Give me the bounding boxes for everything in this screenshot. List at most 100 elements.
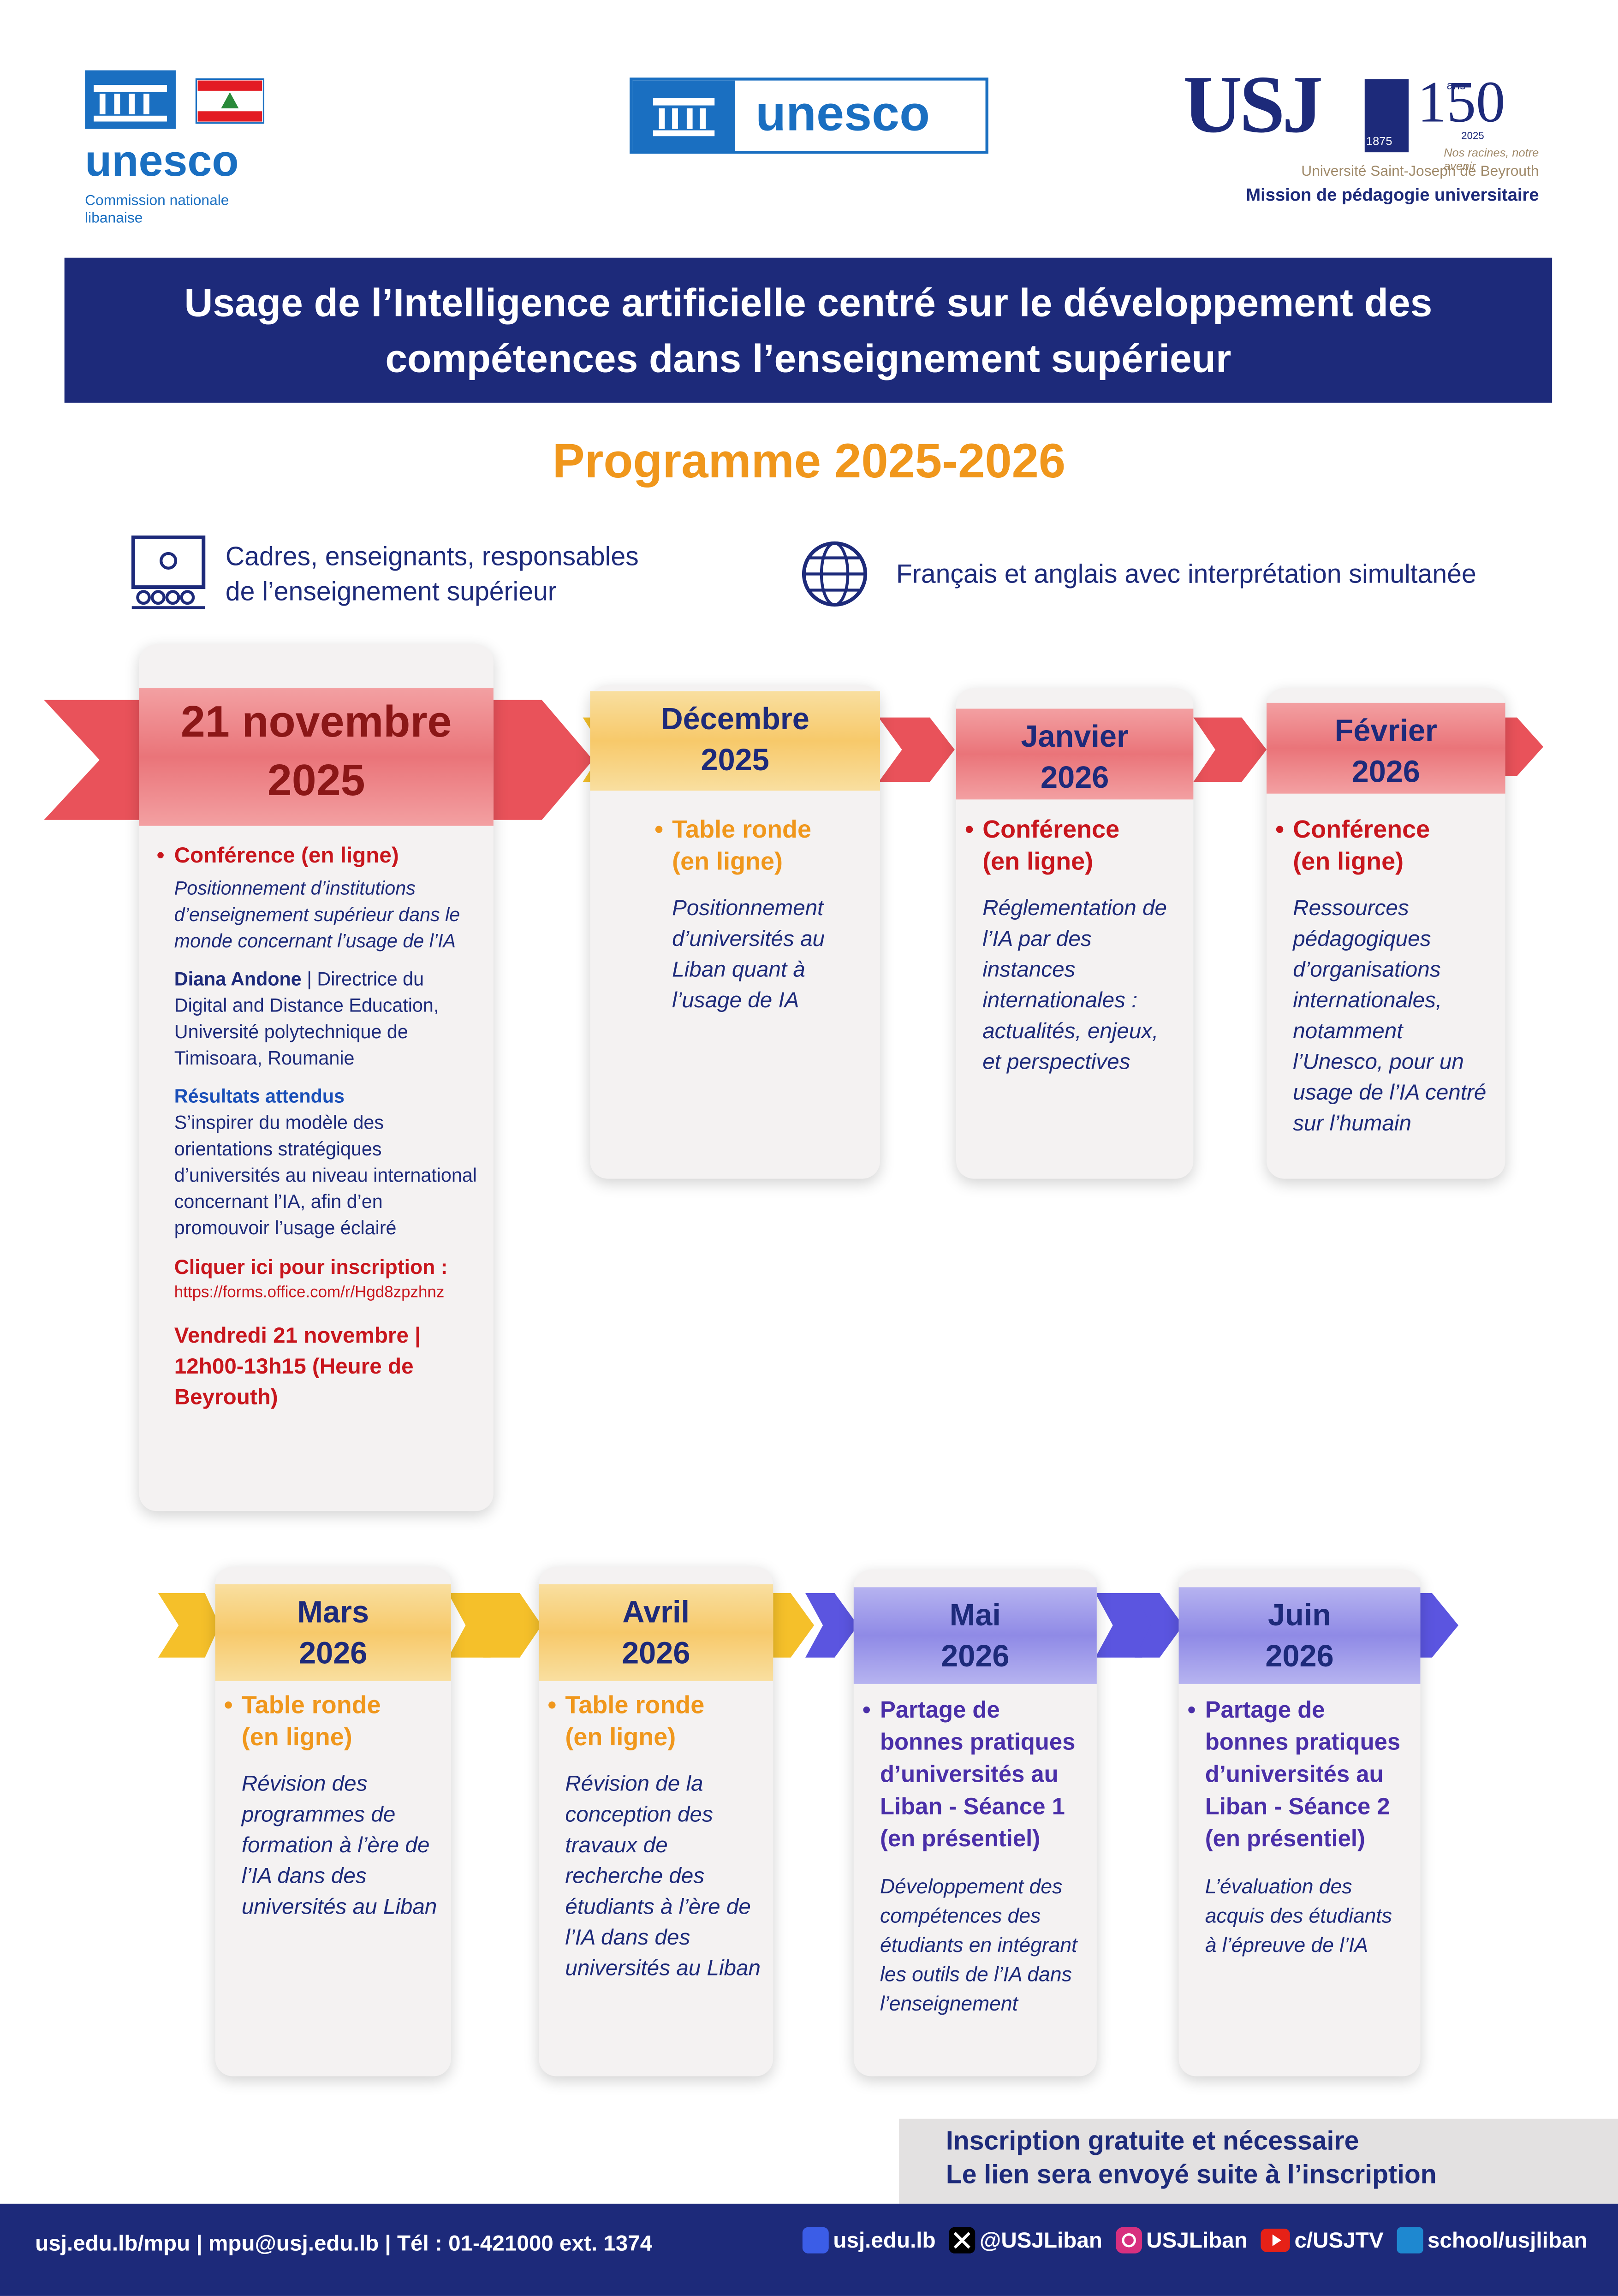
arrow: [1417, 1593, 1458, 1658]
note-line: Inscription gratuite et nécessaire: [946, 2126, 1359, 2156]
format: (en présentiel): [1205, 1827, 1365, 1852]
social[interactable]: c/USJTV: [1261, 2228, 1384, 2253]
social-handle: school/usjliban: [1427, 2228, 1588, 2253]
event-year: 2025: [701, 744, 769, 778]
event-year: 2026: [1265, 1640, 1334, 1674]
social[interactable]: @USJLiban: [949, 2227, 1102, 2254]
unesco-logo: unesco: [630, 77, 988, 154]
registration-label: Cliquer ici pour inscription :: [174, 1255, 448, 1279]
event-date: Décembre 2025: [590, 691, 880, 791]
event-kind: Table ronde (en ligne): [547, 1690, 761, 1755]
social[interactable]: usj.edu.lb: [802, 2227, 936, 2254]
event-kind: Partage de bonnes pratiques d’université…: [863, 1695, 1085, 1856]
format: (en ligne): [301, 843, 399, 868]
socials: usj.edu.lb @USJLiban USJLiban c/USJTV sc…: [802, 2227, 1588, 2254]
event-year: 2026: [299, 1637, 368, 1671]
event-kind: Partage de bonnes pratiques d’université…: [1188, 1695, 1409, 1856]
usj-founded: 1875: [1366, 135, 1392, 148]
event-topic: Ressources pédagogiques d’organisations …: [1293, 896, 1487, 1136]
kind: Partage de bonnes pratiques d’université…: [880, 1698, 1076, 1820]
logo-text: unesco: [755, 86, 930, 142]
arrow: [1502, 717, 1544, 776]
event-topic: Révision des programmes de formation à l…: [241, 1772, 437, 1920]
anniversary: 150: [1417, 69, 1505, 135]
social[interactable]: USJLiban: [1115, 2227, 1248, 2254]
event-year: 2026: [1041, 761, 1109, 795]
speaker-role: Directrice du Digital and Distance Educa…: [174, 968, 439, 1069]
results-heading: Résultats attendus: [174, 1085, 345, 1107]
event-month: 21 novembre: [180, 698, 452, 747]
event-card: Janvier 2026 Conférence (en ligne) Régleme…: [956, 688, 1194, 1179]
event-month: Juin: [1267, 1599, 1332, 1633]
event-kind: Table ronde (en ligne): [224, 1690, 440, 1755]
logo-graphic: [632, 80, 735, 151]
format: (en ligne): [672, 848, 783, 876]
format: (en ligne): [565, 1723, 676, 1751]
kind: Conférence: [982, 815, 1120, 844]
event-date: Janvier 2026: [956, 708, 1194, 800]
anniversary-year: 2025: [1461, 131, 1484, 142]
event-card: Décembre 2025 Table ronde (en ligne) Posit…: [590, 685, 880, 1179]
event-month: Mai: [949, 1599, 1001, 1633]
x-icon: [949, 2227, 976, 2254]
logo-graphic: [85, 70, 265, 129]
logo-caption: Commission nationale libanaise: [85, 193, 229, 227]
footer-bar: usj.edu.lb/mpu | mpu@usj.edu.lb | Tél : …: [0, 2203, 1618, 2296]
event-kind: Table ronde (en ligne): [654, 814, 868, 879]
event-month: Avril: [622, 1596, 690, 1630]
title: Usage de l’Intelligence artificielle cen…: [184, 280, 1433, 380]
event-month: Janvier: [1021, 720, 1129, 754]
kind: Table ronde: [241, 1691, 381, 1719]
arrow: [1135, 1593, 1184, 1658]
social-handle: usj.edu.lb: [833, 2228, 936, 2253]
arrow: [158, 1593, 220, 1658]
contact: usj.edu.lb/mpu | mpu@usj.edu.lb | Tél : …: [35, 2231, 653, 2257]
event-month: Décembre: [660, 702, 809, 737]
event-date: Juin 2026: [1178, 1587, 1421, 1684]
instagram-icon: [1115, 2227, 1142, 2254]
event-date: Avril 2026: [539, 1584, 773, 1681]
event-card: Avril 2026 Table ronde (en ligne) Révision…: [539, 1566, 773, 2076]
format: (en ligne): [1293, 848, 1404, 876]
kind: Table ronde: [565, 1691, 705, 1719]
university: Université Saint-Joseph de Beyrouth: [1301, 164, 1539, 180]
event-card: Février 2026 Conférence (en ligne) Ressour…: [1267, 688, 1505, 1179]
unesco-lebanon-logo: unesco Commission nationale libanaise: [85, 70, 268, 231]
event-topic: Révision de la conception des travaux de…: [565, 1772, 761, 1981]
facebook-icon: [802, 2227, 829, 2254]
note-line: Le lien sera envoyé suite à l’inscriptio…: [946, 2159, 1437, 2189]
social-handle: c/USJTV: [1294, 2228, 1384, 2253]
event-year: 2025: [267, 757, 365, 806]
event-topic: Développement des compétences des étudia…: [880, 1874, 1077, 2015]
event-kind: Conférence (en ligne): [157, 840, 482, 873]
speaker: Diana Andone | Directrice du Digital and…: [174, 968, 439, 1069]
event-date: Mars 2026: [215, 1584, 451, 1681]
usj-mark: [1364, 79, 1409, 153]
event-kind: Conférence (en ligne): [965, 814, 1182, 879]
language: Français et anglais avec interprétation …: [896, 559, 1476, 589]
usj-logo: USJ 1875 150 ans 2025 Nos racines, notre…: [1183, 56, 1557, 209]
event-date: 21 novembre 2025: [139, 688, 494, 826]
event-card: Mars 2026 Table ronde (en ligne) Révision …: [215, 1566, 451, 2076]
social-handle: USJLiban: [1146, 2228, 1248, 2253]
event-topic: L’évaluation des acquis des étudiants à …: [1205, 1874, 1392, 1957]
arrow: [483, 1593, 542, 1658]
event-year: 2026: [622, 1637, 690, 1671]
social[interactable]: school/usjliban: [1397, 2227, 1588, 2254]
event-month: Mars: [297, 1596, 369, 1630]
event-topic: Positionnement d’institutions d’enseigne…: [174, 877, 460, 952]
kind: Table ronde: [672, 815, 812, 844]
programme: Programme 2025-2026: [552, 433, 1066, 488]
format: (en ligne): [982, 848, 1094, 876]
language-icon: [802, 541, 868, 607]
event-date: Février 2026: [1267, 702, 1505, 794]
registration-link[interactable]: https://forms.office.com/r/Hgd8zpzhnz: [174, 1284, 445, 1302]
event-topic: Réglementation de l’IA par des instances…: [982, 896, 1167, 1075]
mission: Mission de pédagogie universitaire: [1246, 184, 1539, 205]
event-kind: Conférence (en ligne): [1275, 814, 1493, 879]
linkedin-icon: [1397, 2227, 1423, 2254]
event-date: Mai 2026: [853, 1587, 1097, 1684]
speaker-name: Diana Andone: [174, 968, 302, 990]
